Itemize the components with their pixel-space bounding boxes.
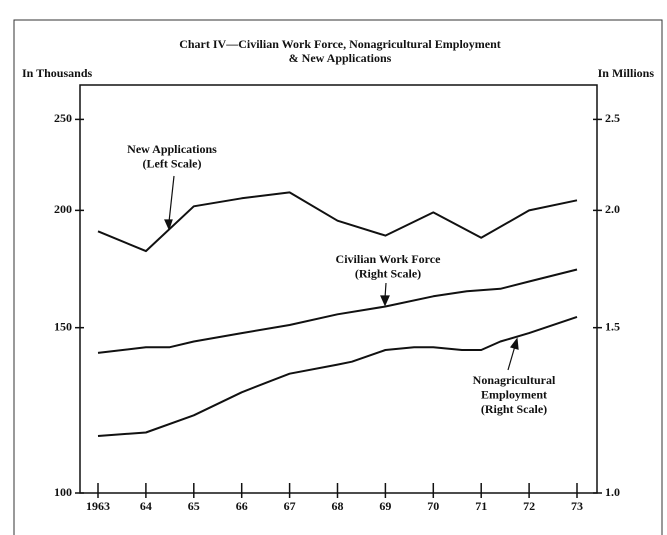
x-tick-label: 71 [475, 499, 487, 513]
y-axis-label: In Thousands [22, 66, 92, 80]
annotation: (Right Scale) [355, 266, 421, 280]
series-line [97, 315, 578, 437]
arrow [168, 175, 175, 223]
x-tick-label: 1963 [86, 499, 110, 513]
x-tick-label: 73 [571, 499, 583, 513]
y2-tick-label: 2.5 [605, 111, 620, 125]
annotation: Nonagricultural [473, 373, 556, 387]
x-tick-label: 68 [332, 499, 344, 513]
series-line [97, 268, 578, 354]
annotation: New Applications [127, 142, 217, 156]
y2-tick-label: 2.0 [605, 202, 620, 216]
x-tick-label: 70 [427, 499, 439, 513]
y-tick-label: 150 [54, 319, 72, 333]
arrow [507, 345, 516, 371]
annotation: (Left Scale) [143, 156, 202, 170]
annotation: Employment [481, 387, 547, 401]
x-tick-label: 65 [188, 499, 200, 513]
annotation: (Right Scale) [481, 402, 547, 416]
arrow-head [509, 337, 519, 350]
x-tick-label: 66 [236, 499, 248, 513]
y-tick-label: 100 [54, 485, 72, 499]
x-tick-label: 67 [284, 499, 296, 513]
plot-frame [79, 84, 598, 494]
y2-axis-label: In Millions [598, 66, 655, 80]
x-tick-label: 64 [140, 499, 152, 513]
arrows [164, 175, 519, 371]
page-border [13, 19, 663, 535]
arrow-head [164, 219, 173, 231]
chart-title: & New Applications [289, 51, 392, 65]
arrow-head [380, 295, 390, 307]
annotation: Civilian Work Force [336, 252, 442, 266]
x-tick-label: 69 [379, 499, 391, 513]
y-tick-label: 200 [54, 202, 72, 216]
y2-tick-label: 1.5 [605, 319, 620, 333]
y-tick-label: 250 [54, 111, 72, 125]
y2-tick-label: 1.0 [605, 485, 620, 499]
series-line [97, 191, 578, 253]
chart-title: Chart IV—Civilian Work Force, Nonagricul… [179, 37, 501, 51]
x-tick-label: 72 [523, 499, 535, 513]
